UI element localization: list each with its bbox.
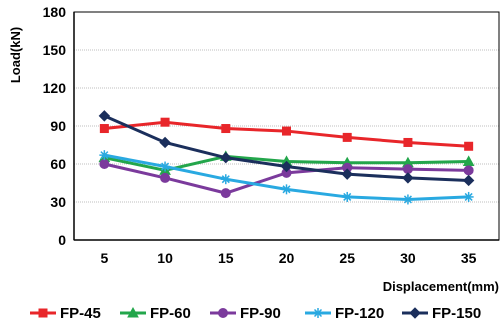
data-point-fp-90 — [463, 165, 474, 176]
legend-item-fp-60: FP-60 — [120, 305, 191, 322]
data-point-fp-150 — [402, 172, 414, 184]
data-point-fp-150 — [159, 136, 171, 149]
data-point-fp-150 — [341, 168, 353, 180]
data-point-fp-120 — [342, 191, 353, 202]
data-point-fp-120 — [402, 194, 413, 205]
legend-label: FP-150 — [432, 305, 481, 322]
series-layer — [98, 110, 475, 205]
x-tick-label: 20 — [279, 250, 295, 266]
y-tick-label: 150 — [43, 42, 67, 58]
tick-labels: 0 30 60 90 120 150 180 5 10 15 20 25 30 35 — [43, 4, 477, 266]
legend-swatch-marker — [127, 306, 139, 318]
data-point-fp-45 — [342, 132, 352, 142]
series-fp-45 — [99, 117, 474, 151]
data-point-fp-120 — [160, 161, 171, 172]
legend-item-fp-150: FP-150 — [402, 305, 481, 322]
data-point-fp-45 — [221, 124, 231, 134]
y-tick-label: 90 — [50, 118, 66, 134]
data-point-fp-45 — [160, 117, 170, 127]
data-point-fp-150 — [220, 151, 232, 164]
legend-label: FP-90 — [240, 305, 281, 322]
data-point-fp-90 — [220, 188, 231, 199]
data-point-fp-90 — [402, 164, 413, 175]
data-point-fp-45 — [99, 124, 109, 134]
y-tick-label: 0 — [58, 232, 66, 248]
x-tick-label: 35 — [461, 250, 477, 266]
legend: FP-45 FP-60 FP-90 FP-120 FP-150 — [30, 305, 481, 322]
data-point-fp-45 — [282, 126, 291, 136]
series-fp-120 — [99, 150, 474, 205]
x-tick-label: 10 — [157, 250, 173, 266]
x-tick-label: 15 — [218, 250, 234, 266]
data-point-fp-90 — [160, 172, 171, 183]
data-point-fp-150 — [98, 110, 111, 122]
series-fp-150 — [98, 110, 475, 187]
legend-item-fp-45: FP-45 — [30, 305, 101, 322]
data-point-fp-45 — [464, 141, 474, 151]
legend-swatch-marker — [313, 308, 323, 318]
data-point-fp-120 — [99, 150, 110, 161]
y-tick-label: 60 — [50, 156, 66, 172]
y-axis-title: Load(kN) — [8, 27, 23, 83]
data-point-fp-120 — [281, 184, 292, 195]
x-axis-title: Displacement(mm) — [383, 279, 499, 294]
legend-item-fp-90: FP-90 — [210, 305, 281, 322]
legend-label: FP-60 — [150, 305, 191, 322]
legend-item-fp-120: FP-120 — [305, 305, 384, 322]
legend-swatch-marker — [409, 307, 421, 319]
axes — [73, 11, 500, 241]
data-point-fp-150 — [462, 174, 475, 187]
legend-label: FP-120 — [335, 305, 384, 322]
y-tick-label: 180 — [43, 4, 67, 20]
y-tick-label: 120 — [43, 80, 67, 96]
data-point-fp-120 — [463, 191, 474, 202]
x-tick-label: 5 — [100, 250, 108, 266]
x-tick-label: 30 — [400, 250, 416, 266]
legend-swatch-marker — [38, 308, 48, 318]
data-point-fp-45 — [403, 137, 413, 147]
y-tick-label: 30 — [50, 194, 66, 210]
data-point-fp-120 — [220, 174, 231, 185]
x-tick-label: 25 — [339, 250, 355, 266]
legend-swatch-marker — [218, 308, 228, 318]
data-point-fp-150 — [280, 160, 293, 173]
legend-label: FP-45 — [60, 305, 101, 322]
data-point-fp-90 — [99, 159, 110, 169]
